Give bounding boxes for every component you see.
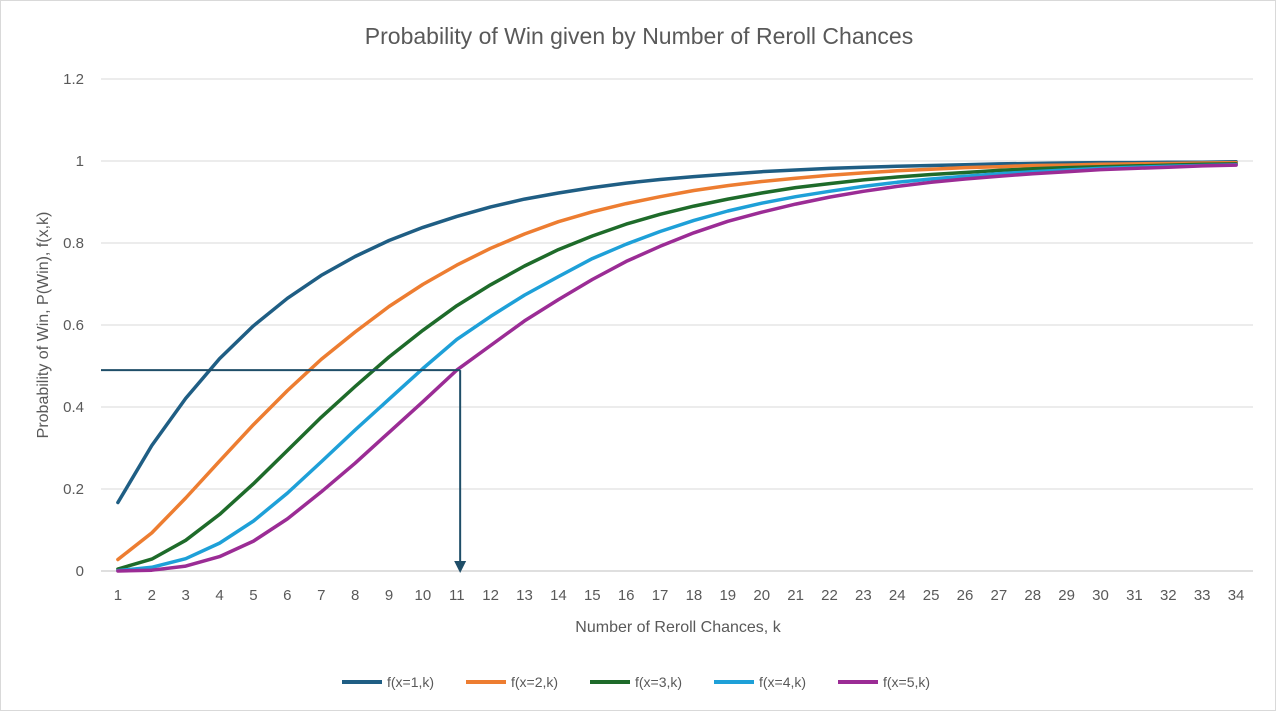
series-line-3 <box>116 162 1238 571</box>
legend-label: f(x=1,k) <box>387 674 434 690</box>
y-tick-label: 0 <box>76 563 84 580</box>
x-tick-label: 6 <box>283 587 291 604</box>
x-tick-label: 18 <box>686 587 703 604</box>
x-tick-label: 1 <box>114 587 122 604</box>
series-line-2 <box>116 160 1238 562</box>
legend-item-2: f(x=2,k) <box>466 674 558 690</box>
y-tick-label: 1.2 <box>63 71 84 88</box>
legend-label: f(x=2,k) <box>511 674 558 690</box>
x-tick-label: 25 <box>923 587 940 604</box>
series-line-5 <box>116 163 1238 573</box>
x-tick-label: 13 <box>516 587 533 604</box>
y-tick-labels: 0 0.2 0.4 0.6 0.8 1 1.2 <box>63 71 84 580</box>
x-tick-label: 3 <box>182 587 190 604</box>
x-tick-label: 21 <box>787 587 804 604</box>
legend: f(x=1,k) f(x=2,k) f(x=3,k) f(x=4,k) f(x=5,k) <box>342 674 930 690</box>
legend-label: f(x=3,k) <box>635 674 682 690</box>
series-line-4 <box>116 162 1238 573</box>
legend-item-3: f(x=3,k) <box>590 674 682 690</box>
legend-item-1: f(x=1,k) <box>342 674 434 690</box>
legend-label: f(x=4,k) <box>759 674 806 690</box>
x-tick-label: 31 <box>1126 587 1143 604</box>
series-layer <box>116 160 1238 573</box>
x-tick-label: 29 <box>1058 587 1075 604</box>
x-tick-label: 8 <box>351 587 359 604</box>
x-tick-label: 23 <box>855 587 872 604</box>
x-tick-label: 12 <box>482 587 499 604</box>
grid-layer <box>101 78 1253 572</box>
y-tick-label: 0.4 <box>63 399 84 416</box>
chart-title: Probability of Win given by Number of Re… <box>365 23 913 49</box>
y-tick-label: 0.6 <box>63 317 84 334</box>
y-tick-label: 0.2 <box>63 481 84 498</box>
x-tick-label: 10 <box>415 587 432 604</box>
x-tick-label: 28 <box>1024 587 1041 604</box>
y-tick-label: 1 <box>76 153 84 170</box>
x-tick-label: 11 <box>449 587 465 604</box>
x-tick-label: 9 <box>385 587 393 604</box>
y-tick-label: 0.8 <box>63 235 84 252</box>
x-tick-label: 4 <box>215 587 223 604</box>
x-tick-label: 16 <box>618 587 635 604</box>
y-axis-title: Probability of Win, P(Win), f(x,k) <box>35 212 52 439</box>
x-tick-label: 33 <box>1194 587 1211 604</box>
series-line-1 <box>116 160 1238 505</box>
x-tick-label: 14 <box>550 587 567 604</box>
x-tick-label: 30 <box>1092 587 1109 604</box>
x-tick-label: 20 <box>753 587 770 604</box>
x-tick-label: 2 <box>148 587 156 604</box>
x-tick-label: 27 <box>991 587 1008 604</box>
x-tick-label: 34 <box>1228 587 1245 604</box>
legend-item-5: f(x=5,k) <box>838 674 930 690</box>
x-tick-label: 22 <box>821 587 838 604</box>
x-tick-label: 5 <box>249 587 257 604</box>
x-tick-label: 17 <box>652 587 669 604</box>
x-tick-label: 24 <box>889 587 906 604</box>
annotation-layer <box>101 369 467 573</box>
x-tick-label: 32 <box>1160 587 1177 604</box>
x-axis-title: Number of Reroll Chances, k <box>575 619 781 636</box>
legend-label: f(x=5,k) <box>883 674 930 690</box>
x-tick-labels: 1 2 3 4 5 6 7 8 9 10 11 12 13 14 15 16 17 18 19 20 21 22 23 24 2… <box>114 587 1245 604</box>
x-tick-label: 15 <box>584 587 601 604</box>
x-tick-label: 26 <box>957 587 974 604</box>
annotation-arrowhead <box>454 561 467 573</box>
x-tick-label: 19 <box>719 587 736 604</box>
legend-item-4: f(x=4,k) <box>714 674 806 690</box>
x-tick-label: 7 <box>317 587 325 604</box>
